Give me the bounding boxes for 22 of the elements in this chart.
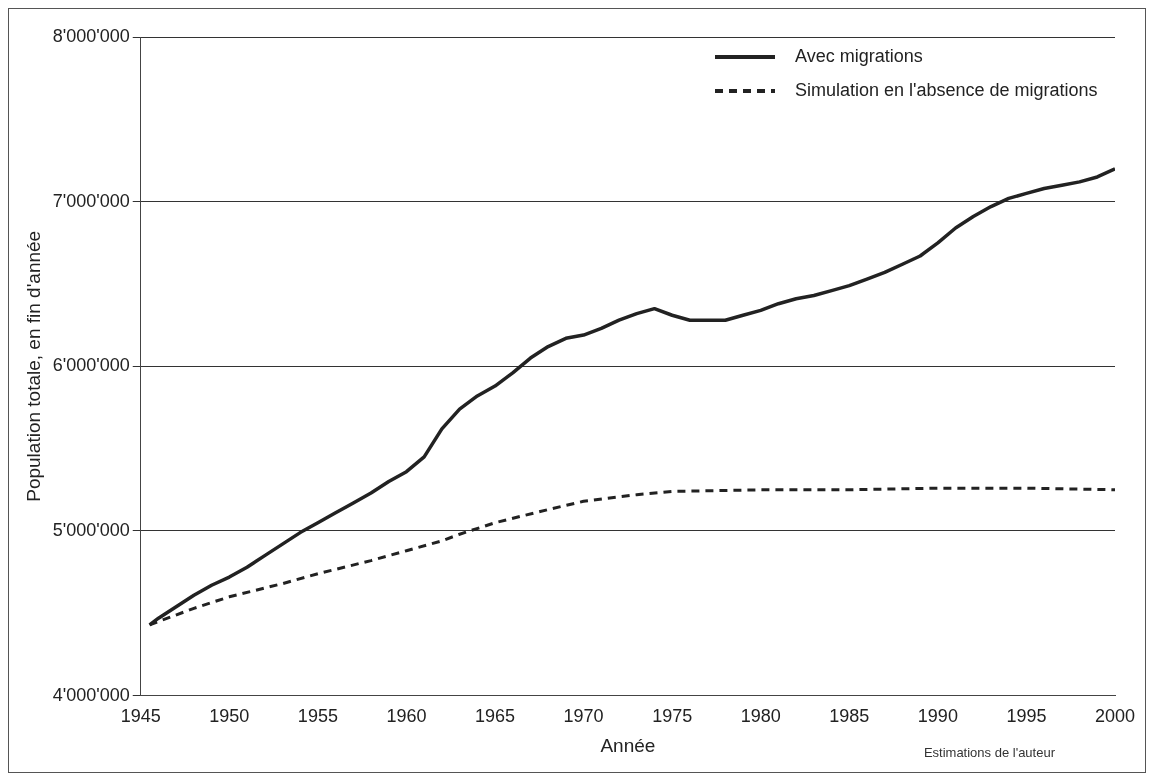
y-tick-label: 8'000'000 (52, 25, 130, 46)
x-tick-label: 1975 (652, 706, 693, 727)
x-axis-title: Année (600, 734, 656, 756)
y-axis-title: Population totale, en fin d'année (22, 230, 44, 502)
x-tick-label: 1990 (917, 706, 958, 727)
x-tick-label: 1945 (120, 706, 161, 727)
x-tick-label: 1980 (740, 706, 781, 727)
x-tick-label: 1960 (386, 706, 427, 727)
y-tick-label: 6'000'000 (52, 355, 130, 376)
legend-label: Avec migrations (795, 45, 923, 66)
x-tick-label: 1965 (475, 706, 516, 727)
x-tick-label: 2000 (1094, 706, 1136, 727)
y-tick-label: 7'000'000 (52, 190, 130, 211)
y-tick-label: 5'000'000 (52, 519, 130, 540)
text: Estimations de l'auteur (923, 745, 1056, 761)
x-tick-label: 1955 (297, 706, 338, 727)
x-tick-label: 1985 (829, 706, 870, 727)
x-tick-label: 1995 (1006, 706, 1047, 727)
x-tick-label: 1970 (563, 706, 604, 727)
y-tick-label: 4'000'000 (52, 684, 130, 705)
x-tick-label: 1950 (209, 706, 250, 727)
legend-label: Simulation en l'absence de migrations (795, 79, 1098, 100)
